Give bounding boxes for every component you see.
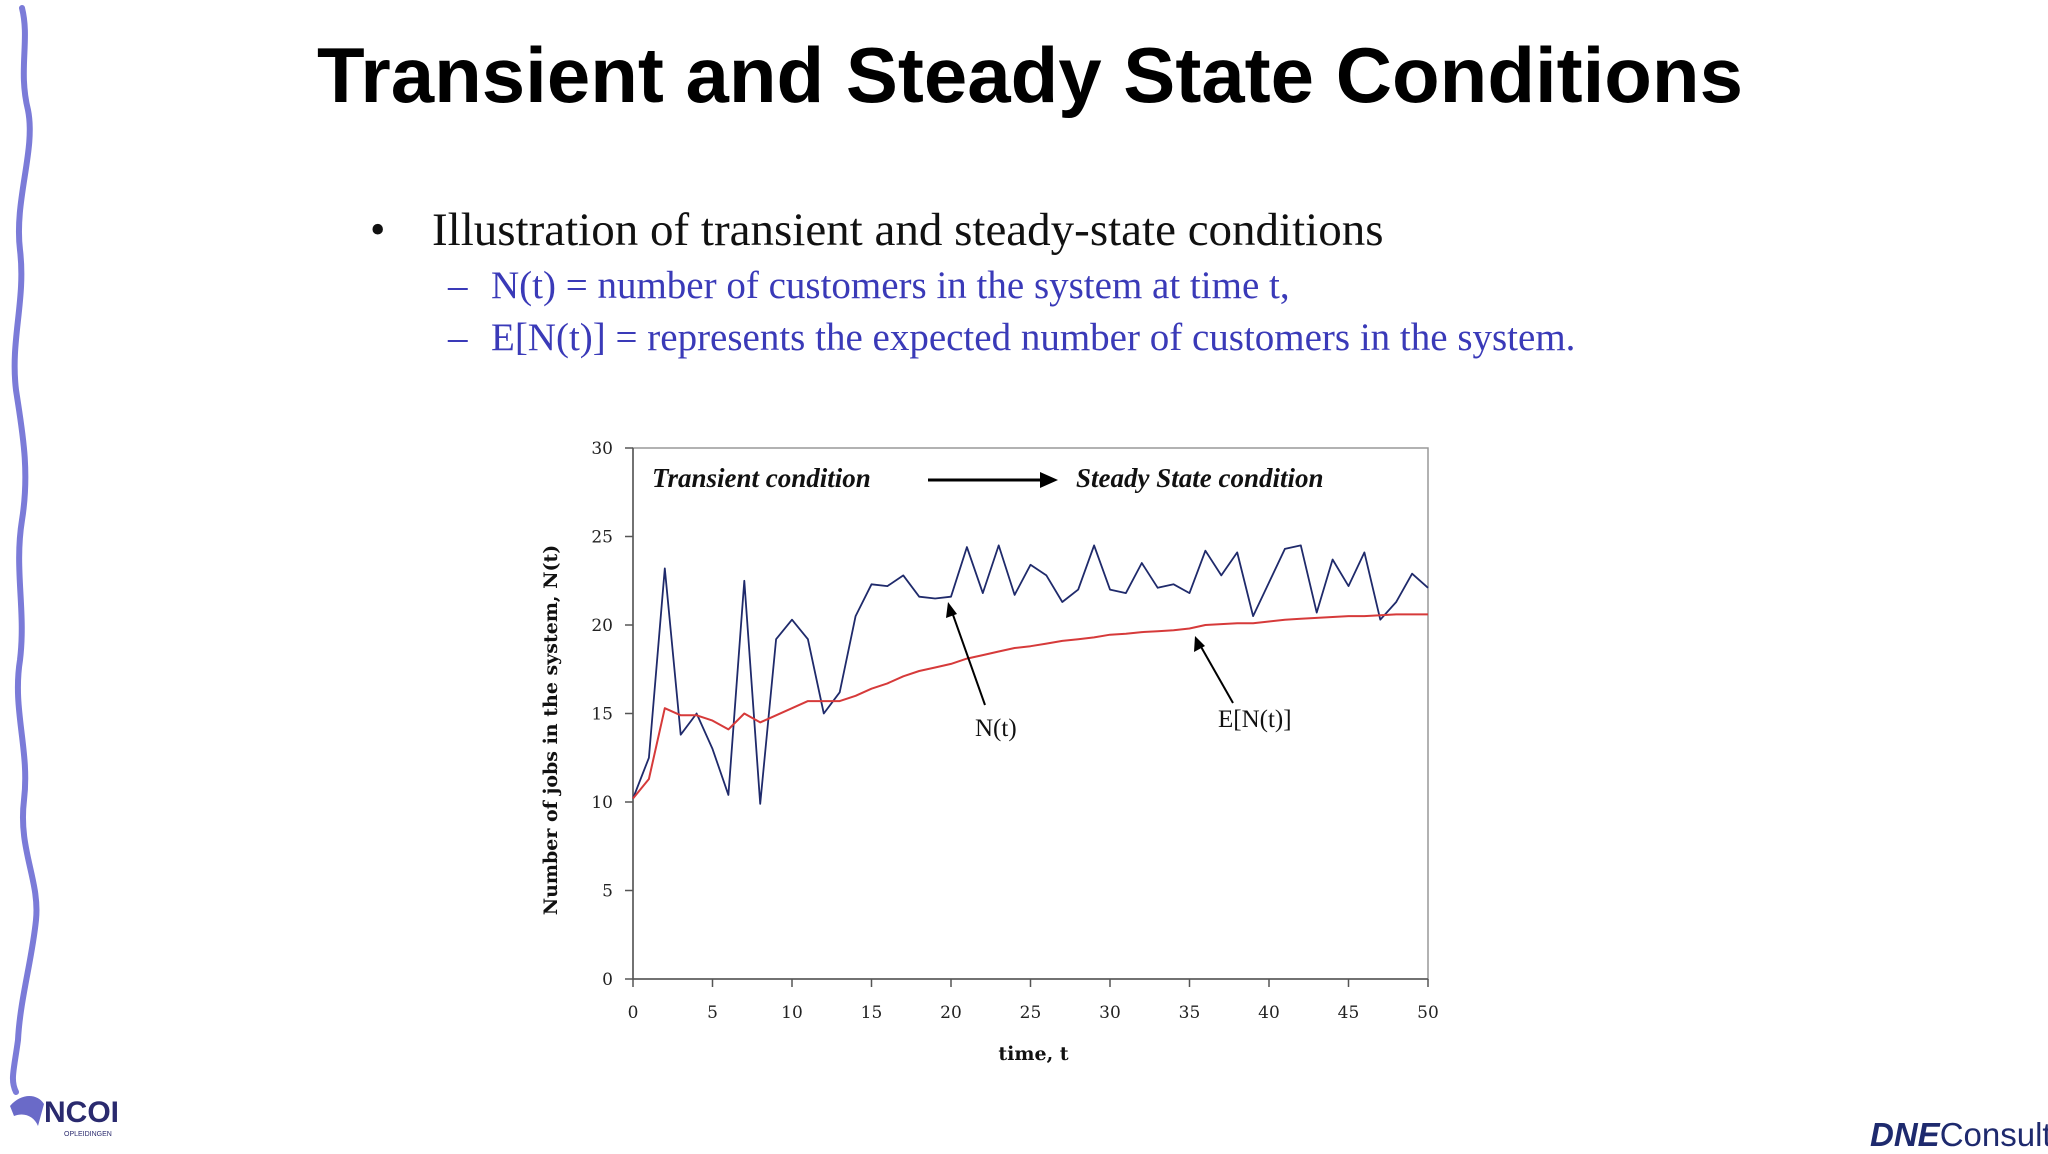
dne-logo-text: DNE: [1870, 1116, 1940, 1153]
bullet-text: Illustration of transient and steady-sta…: [432, 204, 1384, 256]
ncoi-logo-text: NCOI: [44, 1096, 119, 1129]
subbullet-dash: –: [448, 264, 468, 307]
dne-consult-logo: DNEConsult: [1870, 1116, 2048, 1154]
subbullet-text: N(t) = number of customers in the system…: [491, 264, 1290, 307]
ncoi-logo-subtext: OPLEIDINGEN: [64, 1131, 112, 1138]
subbullet-text: E[N(t)] = represents the expected number…: [491, 316, 1576, 359]
ncoi-logo-mark: NCOI OPLEIDINGEN: [10, 1096, 119, 1138]
ncoi-figure-icon: [10, 1096, 44, 1126]
slide-title: Transient and Steady State Conditions: [317, 31, 1743, 119]
bullet-dot: •: [370, 205, 386, 254]
subbullet-ent: – E[N(t)] = represents the expected numb…: [370, 312, 1575, 364]
left-wave-border: [9, 5, 40, 1095]
subbullet-dash: –: [448, 316, 468, 359]
subbullet-nt: – N(t) = number of customers in the syst…: [370, 260, 1575, 312]
bullet-item: • Illustration of transient and steady-s…: [370, 200, 1575, 260]
bullet-list: • Illustration of transient and steady-s…: [370, 200, 1575, 364]
ncoi-logo: NCOI OPLEIDINGEN: [4, 1082, 124, 1147]
consult-logo-text: Consult: [1939, 1116, 2048, 1153]
